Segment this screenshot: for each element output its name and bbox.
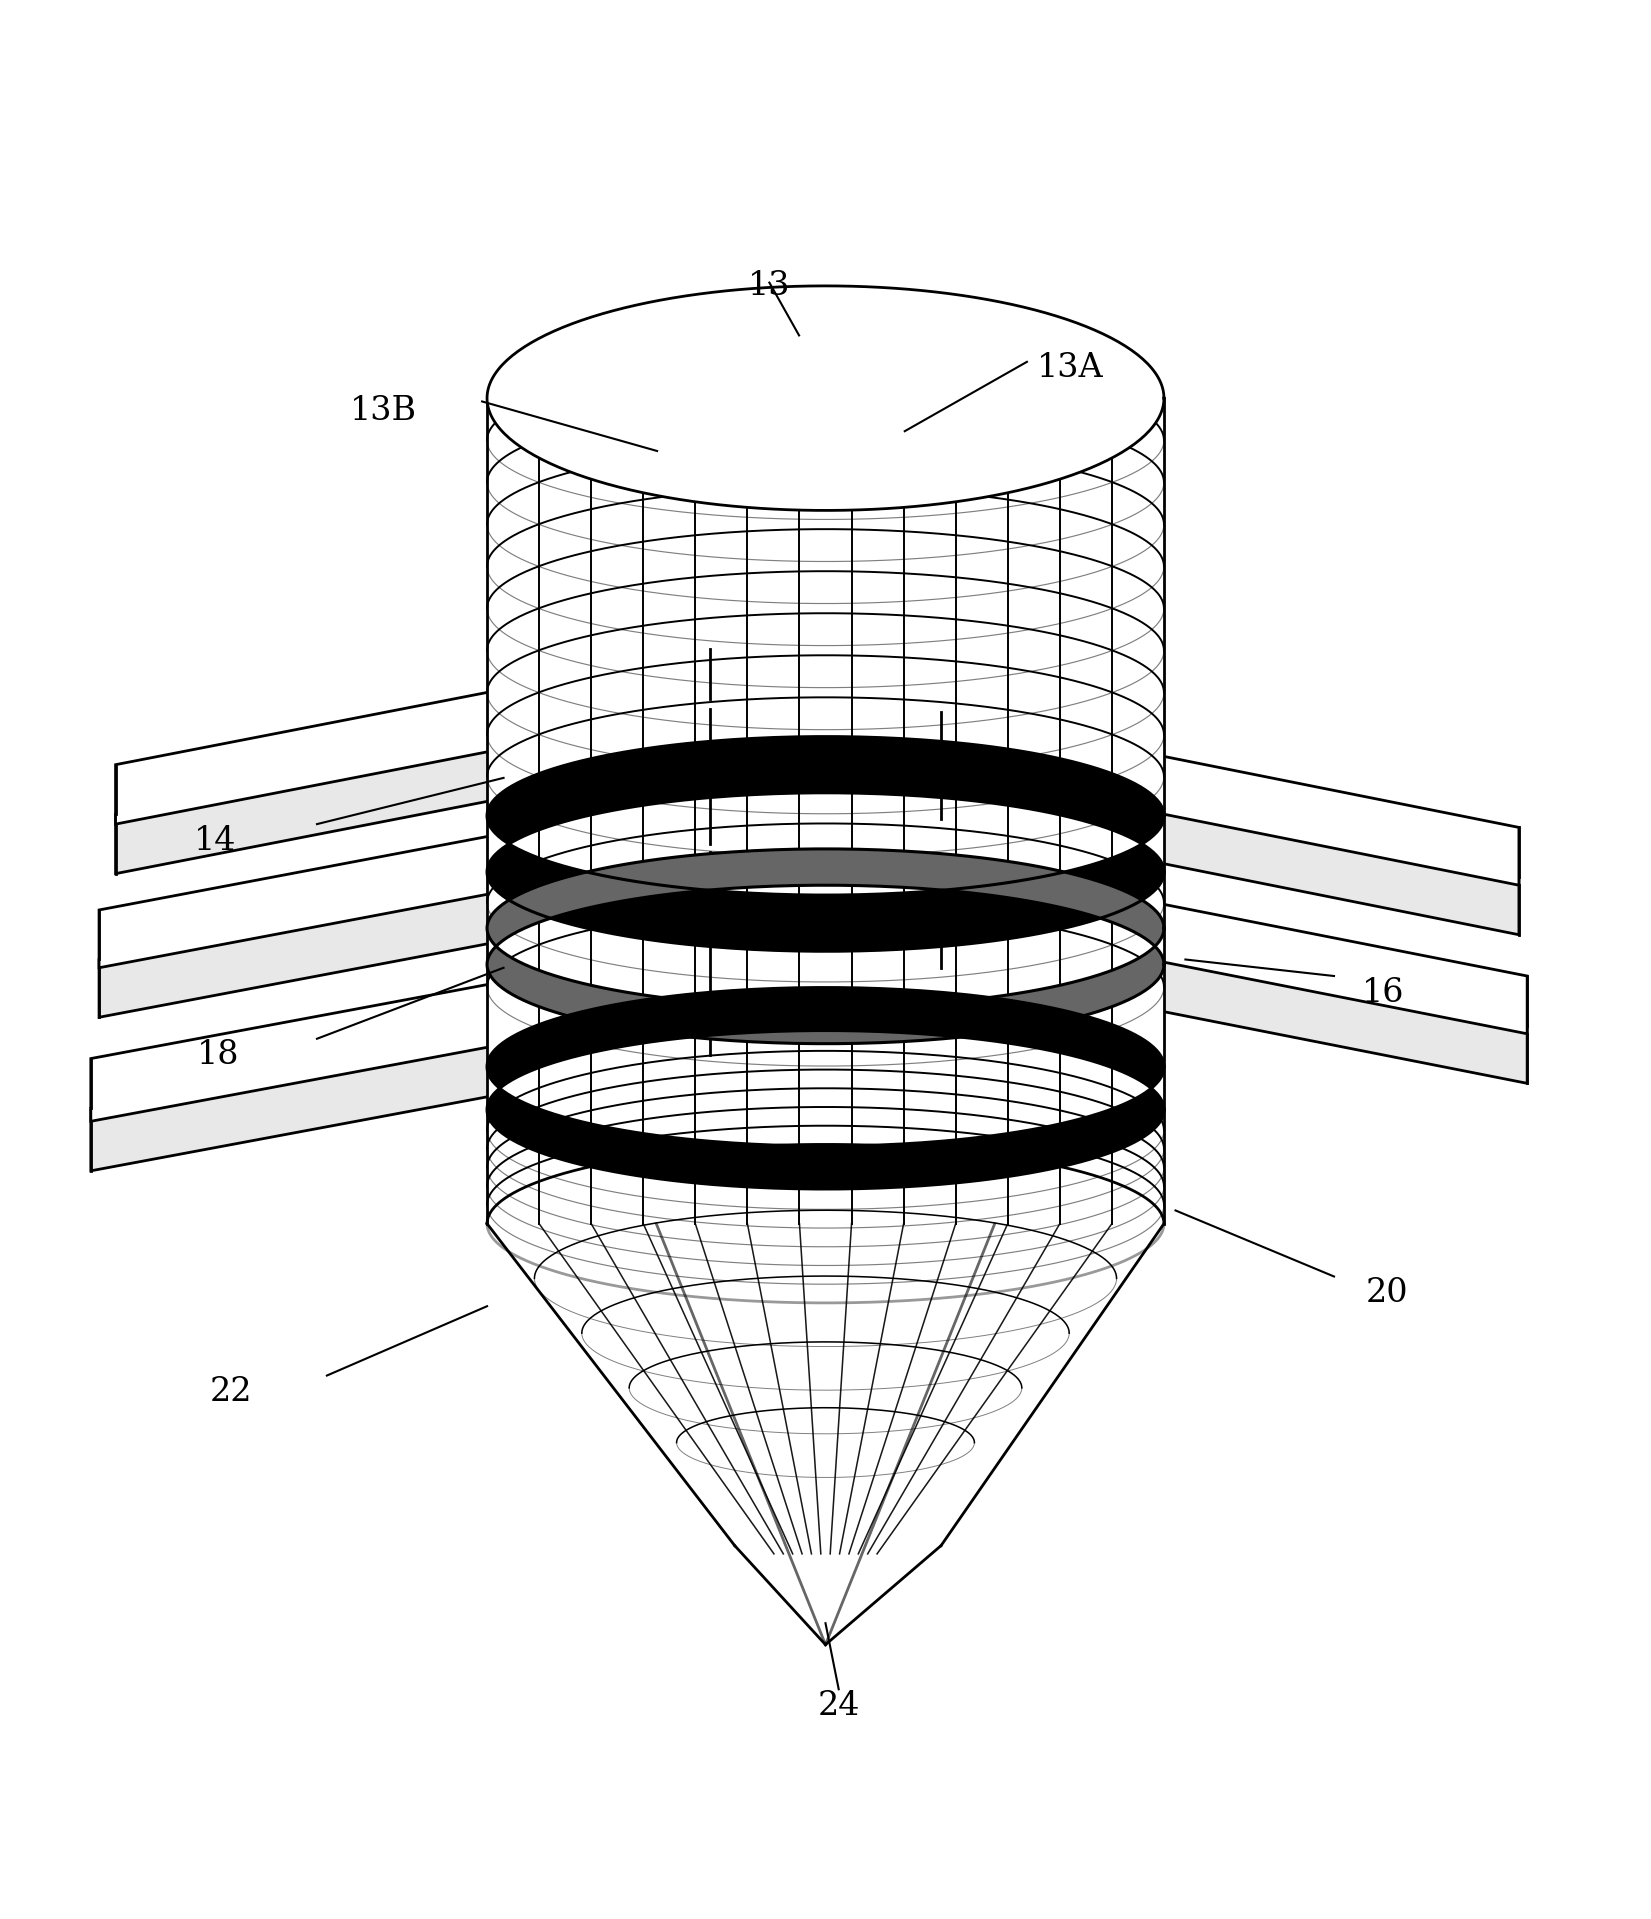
Polygon shape — [91, 942, 710, 1121]
Polygon shape — [487, 737, 1164, 952]
Polygon shape — [116, 699, 710, 873]
Text: 13A: 13A — [1037, 353, 1103, 384]
Polygon shape — [487, 286, 1164, 510]
Polygon shape — [941, 712, 1519, 885]
Polygon shape — [941, 860, 1527, 1034]
Text: 22: 22 — [210, 1376, 253, 1409]
Polygon shape — [91, 992, 710, 1171]
Polygon shape — [99, 794, 710, 967]
Polygon shape — [487, 988, 1164, 1190]
Text: 13B: 13B — [350, 395, 416, 428]
Text: 24: 24 — [817, 1691, 860, 1721]
Text: 16: 16 — [1362, 977, 1405, 1009]
Polygon shape — [116, 649, 710, 823]
Polygon shape — [941, 762, 1519, 935]
Polygon shape — [941, 910, 1527, 1084]
Text: 18: 18 — [196, 1040, 239, 1071]
Polygon shape — [99, 844, 710, 1017]
Text: 14: 14 — [193, 825, 236, 856]
Polygon shape — [487, 848, 1164, 1044]
Text: 20: 20 — [1365, 1276, 1408, 1309]
Text: 13: 13 — [748, 271, 791, 301]
Polygon shape — [487, 397, 1164, 1645]
